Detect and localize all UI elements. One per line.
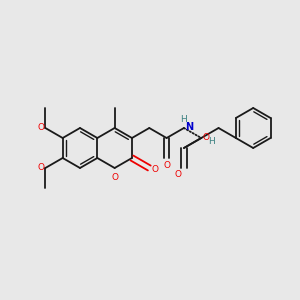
Text: N: N: [185, 122, 193, 132]
Text: O: O: [163, 161, 170, 170]
Text: O: O: [151, 164, 158, 173]
Text: O: O: [38, 124, 44, 133]
Text: H: H: [208, 137, 215, 146]
Text: O: O: [202, 134, 209, 142]
Text: O: O: [175, 170, 182, 179]
Text: O: O: [111, 173, 118, 182]
Text: O: O: [38, 164, 44, 172]
Text: H: H: [181, 115, 187, 124]
